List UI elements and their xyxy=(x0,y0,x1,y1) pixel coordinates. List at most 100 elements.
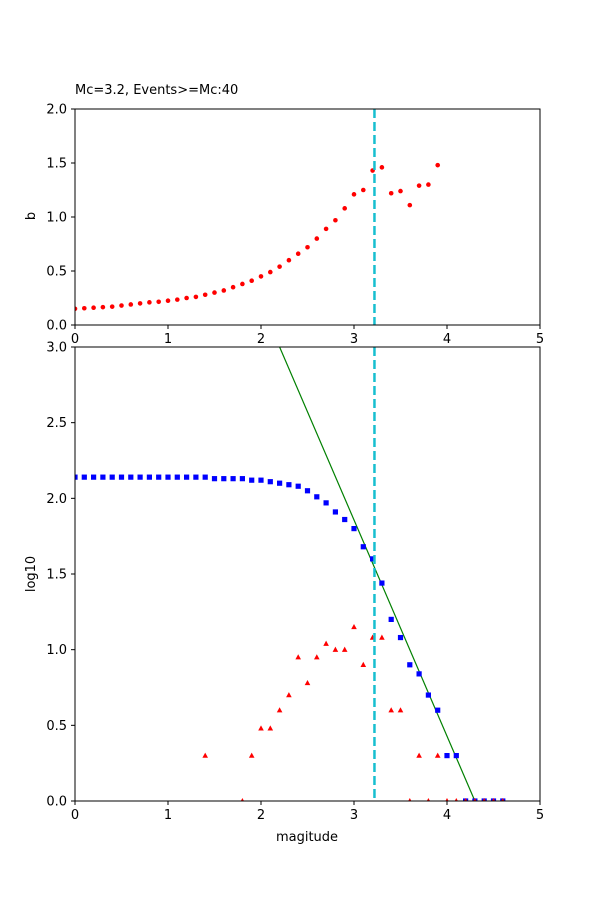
top-series0-point xyxy=(342,206,348,211)
top-series0-point xyxy=(416,183,422,188)
bottom-xtick-label: 5 xyxy=(536,808,544,823)
top-xtick-label: 2 xyxy=(257,332,265,347)
top-series0-point xyxy=(230,284,236,290)
bottom-series1-point xyxy=(295,654,301,660)
bottom-series0-point xyxy=(165,474,171,480)
bottom-series1-point xyxy=(341,646,348,652)
bottom-series0-point xyxy=(81,474,87,480)
bottom-series0-point xyxy=(295,483,301,489)
top-series0-point xyxy=(137,301,143,306)
bottom-fit-line xyxy=(279,347,476,801)
top-series0-point xyxy=(156,299,161,305)
log10-plot: magitude log10 0 1 2 3 4 5 0.0 0.5 1.0 1.5 2.0 2.5 3… xyxy=(24,341,544,846)
bottom-series0-point xyxy=(184,474,190,480)
bottom-series0-point xyxy=(118,474,125,480)
bottom-series0-point xyxy=(286,482,292,488)
bottom-ytick-label: 0.0 xyxy=(46,795,67,810)
bottom-series0-point xyxy=(221,476,227,482)
bottom-series0-point xyxy=(258,477,264,483)
b-value-plot: Mc=3.2, Events>=Mc:40 b 0 1 2 3 4 5 0.0 0.5 1.0 1… xyxy=(24,83,544,347)
bottom-series1-point xyxy=(360,661,367,667)
top-axes-frame xyxy=(74,108,541,326)
bottom-series1-point xyxy=(276,707,283,713)
top-series0-point xyxy=(221,288,227,293)
bottom-series0-point xyxy=(360,544,366,550)
bottom-series0-point xyxy=(230,476,236,482)
top-series0-point xyxy=(305,244,310,250)
bottom-series0-point xyxy=(370,556,376,562)
bottom-series0-point xyxy=(444,753,450,759)
bottom-series0-point xyxy=(435,707,441,713)
top-series0-point xyxy=(109,304,115,309)
bottom-ytick-label: 3.0 xyxy=(46,341,67,356)
bottom-series1-point xyxy=(445,798,449,801)
bottom-series1-point xyxy=(473,798,477,801)
top-series0-point xyxy=(193,294,199,300)
bottom-series0-point xyxy=(277,480,283,486)
bottom-series0-point xyxy=(202,474,208,480)
top-ytick-label: 1.5 xyxy=(46,157,67,172)
bottom-series1-point xyxy=(416,752,422,758)
bottom-series0-point xyxy=(75,474,78,480)
bottom-series1-point xyxy=(379,634,385,640)
bottom-series0-point xyxy=(156,474,162,480)
bottom-series0-point xyxy=(304,488,311,494)
top-series0-point xyxy=(165,298,171,304)
bottom-series0-point xyxy=(267,479,273,485)
bottom-series1-point xyxy=(267,725,274,731)
top-series0-point xyxy=(286,257,292,263)
bottom-series1-point xyxy=(388,707,394,713)
bottom-series0-point xyxy=(146,474,152,480)
top-plot-area xyxy=(75,162,441,312)
top-series0-point xyxy=(91,305,96,311)
bottom-series0-point xyxy=(211,476,218,482)
bottom-series0-point xyxy=(379,580,385,586)
bottom-plot-xlabel: magitude xyxy=(276,830,338,845)
bottom-series1-point xyxy=(248,752,255,758)
bottom-series1-point xyxy=(408,798,412,801)
top-series0-point xyxy=(323,226,329,232)
bottom-xtick-label: 3 xyxy=(350,808,358,823)
bottom-series1-point xyxy=(323,640,329,646)
bottom-axes-frame xyxy=(74,346,541,802)
bottom-series1-point xyxy=(426,798,431,801)
top-series0-point xyxy=(277,264,282,269)
bottom-series1-point xyxy=(482,798,486,801)
bottom-series1-point xyxy=(258,725,264,731)
bottom-series0-point xyxy=(174,474,180,480)
top-series0-point xyxy=(398,188,403,194)
bottom-series1-point xyxy=(463,798,468,801)
bottom-series0-point xyxy=(193,474,199,480)
top-series0-point xyxy=(212,290,217,295)
top-series0-point xyxy=(258,274,264,279)
bottom-xtick-label: 0 xyxy=(71,808,79,823)
bottom-series0-point xyxy=(323,500,329,506)
bottom-series1-point xyxy=(240,798,245,801)
bottom-series0-point xyxy=(342,516,348,523)
bottom-ytick-label: 1.0 xyxy=(46,643,67,658)
bottom-xtick-label: 2 xyxy=(257,808,265,823)
bottom-series1-point xyxy=(397,707,404,713)
top-series0-point xyxy=(82,305,87,311)
top-xtick-label: 5 xyxy=(536,332,544,347)
top-series0-point xyxy=(314,236,320,241)
top-series0-point xyxy=(175,297,180,302)
bottom-series0-point xyxy=(239,476,245,482)
bottom-xtick-label: 1 xyxy=(164,808,172,823)
bottom-ytick-label: 0.5 xyxy=(46,719,67,734)
bottom-series0-point xyxy=(128,474,134,480)
bottom-series0-point xyxy=(351,526,357,532)
top-plot-title: Mc=3.2, Events>=Mc:40 xyxy=(75,83,238,98)
top-series0-point xyxy=(249,278,254,284)
bottom-series0-point xyxy=(109,474,115,480)
top-ytick-label: 1.0 xyxy=(46,211,67,226)
top-plot-ylabel: b xyxy=(24,212,39,220)
top-ytick-label: 0.5 xyxy=(46,265,67,280)
bottom-series1-point xyxy=(434,752,441,758)
bottom-series0-point xyxy=(388,616,394,622)
top-series0-point xyxy=(295,251,301,257)
bottom-series1-point xyxy=(332,646,339,652)
bottom-ytick-label: 1.5 xyxy=(46,568,67,583)
top-series0-point xyxy=(147,300,152,305)
top-series0-point xyxy=(361,187,366,193)
